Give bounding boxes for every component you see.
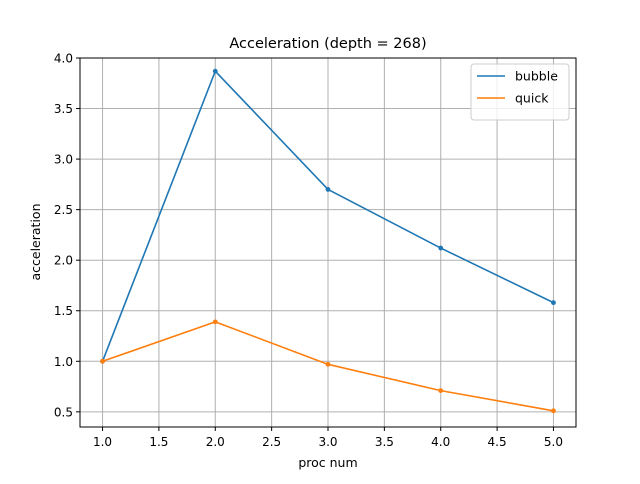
x-axis-label: proc num	[298, 455, 357, 470]
y-tick-label: 1.0	[54, 355, 73, 369]
legend-box	[470, 63, 570, 121]
y-tick-label: 1.5	[54, 304, 73, 318]
x-axis-ticks: 1.0 1.5 2.0 2.5 3.0 3.5 4.0 4.5 5.0	[93, 427, 563, 449]
chart-title: Acceleration (depth = 268)	[229, 36, 426, 52]
legend-item-quick: quick	[477, 91, 549, 106]
x-tick-label: 1.0	[93, 435, 112, 449]
x-tick-label: 5.0	[544, 435, 563, 449]
y-tick-label: 3.5	[54, 102, 73, 116]
y-tick-label: 4.0	[54, 52, 73, 66]
data-point	[551, 408, 556, 414]
x-tick-label: 4.5	[488, 435, 507, 449]
x-tick-label: 1.5	[149, 435, 168, 449]
data-point	[438, 388, 444, 394]
data-point	[325, 187, 331, 192]
x-tick-label: 3.0	[318, 435, 337, 449]
y-tick-label: 0.5	[54, 405, 73, 419]
y-axis-ticks: 0.5 1.0 1.5 2.0 2.5 3.0 3.5 4.0	[54, 52, 80, 419]
y-axis-label: acceleration	[28, 203, 43, 280]
series-quick	[100, 319, 556, 414]
data-point	[551, 300, 556, 306]
y-tick-label: 3.0	[54, 153, 73, 167]
y-tick-label: 2.5	[54, 203, 73, 217]
data-point	[212, 319, 218, 325]
x-tick-label: 2.0	[206, 435, 225, 449]
data-point	[100, 358, 105, 364]
x-tick-label: 4.0	[431, 435, 450, 449]
data-point	[325, 361, 331, 367]
data-point	[438, 245, 444, 251]
legend-label: quick	[515, 91, 549, 106]
legend-label: bubble	[515, 69, 558, 84]
legend-item-bubble: bubble	[477, 69, 558, 84]
x-tick-label: 2.5	[262, 435, 281, 449]
legend: bubble quick	[470, 63, 570, 121]
x-tick-label: 3.5	[375, 435, 394, 449]
y-tick-label: 2.0	[54, 254, 73, 268]
data-point	[212, 68, 218, 74]
plot-series	[100, 68, 556, 414]
